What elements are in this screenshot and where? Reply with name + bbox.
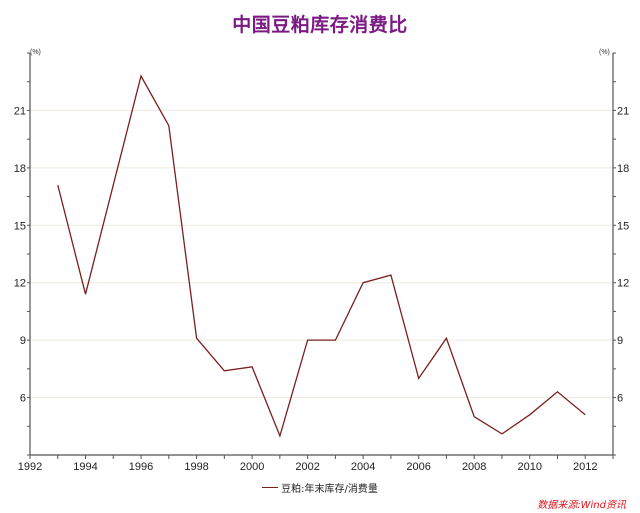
x-tick-label: 2008 [462, 461, 486, 473]
gridlines [30, 109, 613, 399]
y-tick-label-left: 12 [14, 278, 26, 290]
y-tick-label-right: 12 [617, 278, 629, 290]
y-tick-label-right: 6 [617, 393, 623, 405]
legend-label: 豆粕:年末库存/消费量 [281, 484, 378, 495]
x-tick-label: 2012 [573, 461, 597, 473]
source-note: 数据来源:Wind资讯 [537, 500, 626, 511]
right-axis-unit: (%) [599, 49, 610, 56]
x-tick-label: 1994 [73, 461, 97, 473]
y-tick-label-right: 21 [617, 105, 629, 117]
series-line [57, 74, 586, 438]
x-tick-label: 1992 [18, 461, 42, 473]
y-tick-label-left: 21 [14, 105, 26, 117]
y-tick-label-right: 9 [617, 335, 623, 347]
y-tick-label-left: 15 [14, 220, 26, 232]
x-tick-label: 2006 [406, 461, 430, 473]
legend: 豆粕:年末库存/消费量 [0, 480, 640, 495]
y-tick-label-left: 18 [14, 163, 26, 175]
x-tick-label: 1996 [129, 461, 153, 473]
x-tick-label: 2002 [295, 461, 319, 473]
y-tick-label-right: 18 [617, 163, 629, 175]
axes [29, 53, 614, 456]
y-tick-label-right: 15 [617, 220, 629, 232]
legend-swatch [262, 487, 279, 488]
axis-ticks: 6 6 9 9 12 12 15 15 18 18 21 21 1992 1994 1996 1998 2000… [14, 52, 629, 473]
x-tick-label: 2000 [240, 461, 264, 473]
y-tick-label-left: 6 [20, 393, 26, 405]
left-axis-unit: (%) [30, 49, 41, 56]
x-tick-label: 2010 [517, 461, 541, 473]
chart-title: 中国豆粕库存消费比 [232, 14, 408, 36]
y-tick-label-left: 9 [20, 335, 26, 347]
x-tick-label: 1998 [184, 461, 208, 473]
x-tick-label: 2004 [351, 461, 375, 473]
